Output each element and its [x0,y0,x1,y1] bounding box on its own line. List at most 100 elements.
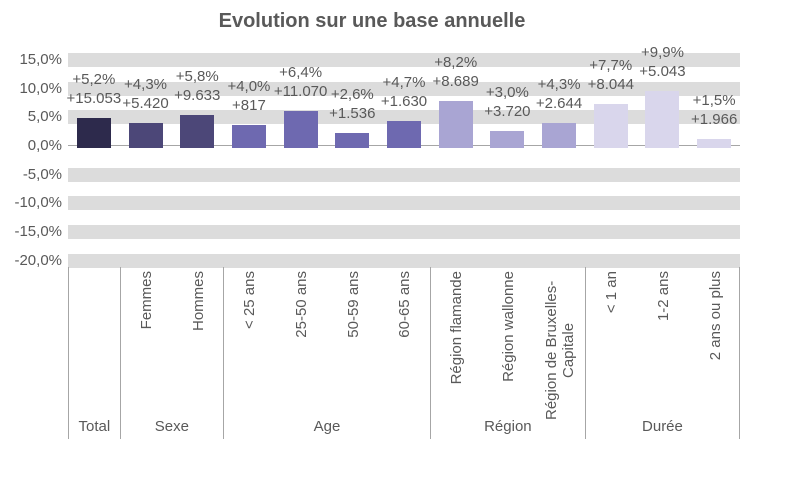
bar-value-label: +7,7% +8.044 [559,56,663,94]
category-slot: 60-65 ans [379,271,431,431]
bar-count-label: +2.644 [535,95,583,113]
y-axis: 15,0% 10,0% 5,0% 0,0% -5,0% -10,0% -15,0% -20,0… [0,0,62,300]
category-slot: Région de Bruxelles-Capitale [534,271,586,431]
bar-count-label: +5.043 [639,63,686,81]
y-tick-label: 10,0% [19,79,62,97]
category-group: < 1 an 1-2 ans 2 ans ou plus Durée [584,267,741,439]
bar-value-label: +5,8% +9.633 [145,67,249,105]
x-axis: Total Femmes Hommes Sexe < 25 ans 25-50 ans 50… [68,267,740,439]
y-tick-label: -15,0% [14,223,62,241]
bar-value-label: +2,6% +1.536 [300,85,404,123]
bar [76,118,111,148]
category-label: Hommes [189,271,207,332]
bar [542,123,577,148]
bar-count-label: +11.070 [273,83,328,101]
gridline-band [68,167,740,182]
bar-value-label: +8,2% +8.689 [404,53,508,91]
bar [180,114,215,148]
bar [128,123,163,148]
bar-pct-label: +7,7% [589,56,633,74]
category-label: < 25 ans [241,271,259,329]
plot-area: +5,2% +15.053 +4,3% +5.420 +5,8% +9.633 +4,0% +… [67,43,740,269]
bar-value-label: +4,3% +2.644 [507,75,611,113]
bar-count-label: +1.966 [690,111,738,129]
bar-pct-label: +4,3% [537,76,581,94]
bar [335,133,370,148]
category-label: 25-50 ans [293,271,311,338]
group-label: Région [484,418,532,435]
category-label: < 1 an [603,271,621,314]
bar-pct-label: +2,6% [330,86,374,104]
category-label: 1-2 ans [654,271,672,322]
bar [697,139,732,148]
bar-pct-label: +5,2% [72,71,116,89]
gridline-band [68,110,740,125]
category-slot: Femmes [121,271,173,431]
category-slot: Hommes [172,271,224,431]
category-group: Femmes Hommes Sexe [119,267,224,439]
bar-count-label: +1.630 [380,93,428,111]
bar [645,91,680,148]
bar-count-label: +9.633 [174,86,221,104]
bar-pct-label: +6,4% [279,64,323,82]
category-label: 60-65 ans [396,271,414,338]
category-slot: 1-2 ans [638,271,690,431]
category-label: Femmes [138,271,156,330]
bar-value-label: +5,2% +15.053 [42,70,146,108]
bar-value-label: +4,0% +817 [197,77,301,115]
bar-pct-label: +4,0% [227,78,271,96]
category-slot: 2 ans ou plus [689,271,741,431]
bar-pct-label: +8,2% [434,53,478,71]
category-slot: 50-59 ans [327,271,379,431]
bar-pct-label: +3,0% [485,83,529,101]
bar [387,121,421,148]
gridline-band [68,253,740,268]
category-slot: Région flamande [431,271,483,431]
category-group: Total [68,267,120,439]
category-label: Région wallonne [499,271,517,382]
group-label: Sexe [154,418,189,435]
y-tick-label: 0,0% [27,137,62,154]
gridline-band [68,225,740,240]
category-label: Région de Bruxelles-Capitale [543,280,578,420]
y-tick-label: 5,0% [27,108,62,126]
bar-pct-label: +4,7% [382,74,426,92]
gridline-band [68,196,740,211]
category-slot: 25-50 ans [276,271,328,431]
bar-value-label: +3,0% +3.720 [455,83,559,121]
y-tick-label: -5,0% [22,165,62,183]
bar [593,103,628,148]
group-label: Total [78,418,111,435]
category-slot: < 25 ans [224,271,276,431]
y-tick-label: -20,0% [14,251,62,269]
bar [231,125,266,148]
bar-count-label: +8.689 [432,72,479,90]
gridline-band [68,52,740,67]
category-slot: < 1 an [586,271,638,431]
bar-count-label: +3.720 [484,102,531,120]
category-label: Région flamande [448,271,466,385]
category-group: Région flamande Région wallonne Région de … [429,267,586,439]
category-slot [69,271,121,431]
group-label: Age [313,418,341,435]
bar [438,100,473,148]
bar-pct-label: +1,5% [692,92,736,110]
bar-count-label: +8.044 [587,75,634,93]
bar-value-label: +1,5% +1.966 [662,91,766,129]
y-tick-label: -10,0% [14,194,62,212]
bar-value-label: +9,9% +5.043 [610,43,714,81]
gridline-band [68,81,740,96]
bar-value-label: +6,4% +11.070 [249,63,353,101]
bar-pct-label: +5,8% [175,67,219,85]
bar-pct-label: +9,9% [640,44,684,62]
category-label: 50-59 ans [344,271,362,338]
bar-pct-label: +4,3% [124,76,167,94]
bar-count-label: +15.053 [66,90,122,108]
bar-count-label: +5.420 [122,95,169,113]
category-group: < 25 ans 25-50 ans 50-59 ans 60-65 ans Age [223,267,430,439]
bar [490,130,525,148]
category-label: 2 ans ou plus [706,271,724,361]
chart-title: Evolution sur une base annuelle [218,10,526,32]
category-slot: Région wallonne [483,271,535,431]
